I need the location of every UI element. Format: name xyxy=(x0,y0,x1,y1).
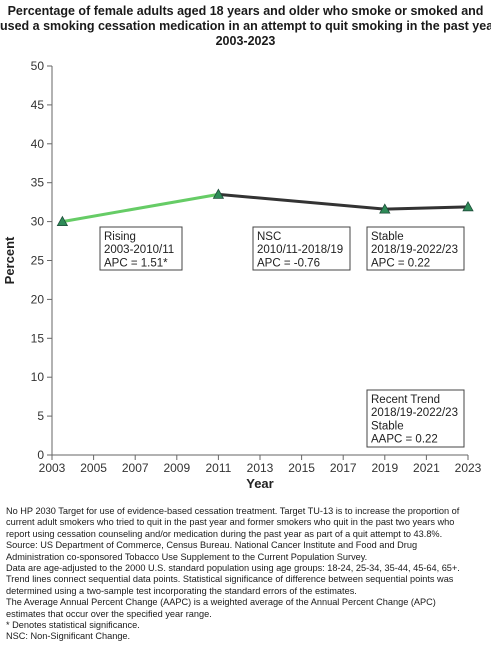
chart-title-line-1: Percentage of female adults aged 18 year… xyxy=(7,4,484,18)
trend-segment-1 xyxy=(62,192,219,224)
annotation-frame xyxy=(99,226,183,271)
x-tick-label: 2013 xyxy=(247,461,274,475)
annotation-text: APC = 1.51* xyxy=(104,257,168,269)
data-point-4 xyxy=(462,200,474,212)
annotation-text: Stable xyxy=(371,231,404,243)
footnote-line: The Average Annual Percent Change (AAPC)… xyxy=(6,597,436,608)
chart-axes: 0 5 10 15 20 25 30 35 40 45 50 2003 2005 2007 2009 2011… xyxy=(2,59,482,491)
x-tick-label: 2011 xyxy=(205,461,231,475)
y-tick-label: 10 xyxy=(31,370,45,384)
chart-title: Percentage of female adults aged 18 year… xyxy=(0,4,491,49)
x-tick-label: 2003 xyxy=(39,461,66,475)
annotation-frame xyxy=(252,226,351,271)
trend-segment-2 xyxy=(218,192,469,211)
annotation-text: NSC xyxy=(257,231,281,243)
y-tick-label: 20 xyxy=(31,292,45,306)
annotation-text: Recent Trend xyxy=(371,394,440,406)
line-chart: 0 5 10 15 20 25 30 35 40 45 50 2003 2005 2007 2009 2011… xyxy=(2,59,482,491)
annotation-text: 2018/19-2022/23 xyxy=(371,407,458,419)
annotation-text: 2010/11-2018/19 xyxy=(257,244,343,256)
annotation-text: 2018/19-2022/23 xyxy=(371,244,458,256)
data-point-1 xyxy=(56,215,69,226)
y-tick-label: 30 xyxy=(31,215,45,229)
x-tick-label: 2005 xyxy=(80,461,107,475)
chart-title-line-2: used a smoking cessation medication in a… xyxy=(0,19,491,33)
data-point-3 xyxy=(379,203,391,214)
annotation-frame xyxy=(366,389,465,448)
footnote-line: * Denotes statistical significance. xyxy=(6,620,140,631)
footnote-line: determined using a two-sample test incor… xyxy=(6,585,357,596)
footnote-line: estimates that occur over the specified … xyxy=(6,608,212,619)
y-tick-label: 5 xyxy=(37,409,44,423)
x-tick-label: 2017 xyxy=(330,461,357,475)
annotation-text: Stable xyxy=(371,420,404,432)
y-tick-label: 15 xyxy=(31,331,45,345)
x-tick-label: 2009 xyxy=(163,461,190,475)
data-markers xyxy=(56,188,474,226)
y-axis-label: Percent xyxy=(2,236,17,284)
footnote-line: Data are age-adjusted to the 2000 U.S. s… xyxy=(6,563,460,574)
annotation-text: APC = 0.22 xyxy=(371,257,430,269)
footnotes: No HP 2030 Target for use of evidence-ba… xyxy=(6,506,488,643)
footnote-line: NSC: Non-Significant Change. xyxy=(6,631,131,642)
footnote-line: Source: US Department of Commerce, Censu… xyxy=(6,540,418,551)
x-tick-label: 2015 xyxy=(288,461,315,475)
footnote-line: Administration co-sponsored Tobacco Use … xyxy=(6,551,368,562)
annotation-text: 2003-2010/11 xyxy=(104,244,174,256)
chart-title-line-3: 2003-2023 xyxy=(215,34,276,48)
annotation-text: APC = -0.76 xyxy=(257,257,320,269)
x-tick-label: 2007 xyxy=(122,461,149,475)
y-tick-label: 40 xyxy=(31,137,45,151)
footnote-line: Trend lines connect sequential data poin… xyxy=(6,574,454,585)
y-tick-label: 0 xyxy=(37,448,44,462)
x-tick-label: 2021 xyxy=(413,461,440,475)
trend-lines xyxy=(62,192,469,224)
x-tick-label: 2023 xyxy=(455,461,482,475)
y-tick-label: 35 xyxy=(31,176,45,190)
annotation-text: Rising xyxy=(104,231,136,243)
annotation-text: AAPC = 0.22 xyxy=(371,434,438,446)
y-tick-label: 25 xyxy=(31,254,45,268)
x-axis-label: Year xyxy=(246,476,273,491)
x-tick-label: 2019 xyxy=(371,461,398,475)
data-point-2 xyxy=(212,188,225,199)
footnote-line: current adult smokers who tried to quit … xyxy=(6,517,455,528)
annotation-frame xyxy=(366,226,465,271)
y-tick-label: 50 xyxy=(31,59,45,73)
footnote-line: No HP 2030 Target for use of evidence-ba… xyxy=(6,506,460,516)
y-tick-label: 45 xyxy=(31,98,45,112)
footnote-line: report using cessation counseling and/or… xyxy=(6,528,443,539)
